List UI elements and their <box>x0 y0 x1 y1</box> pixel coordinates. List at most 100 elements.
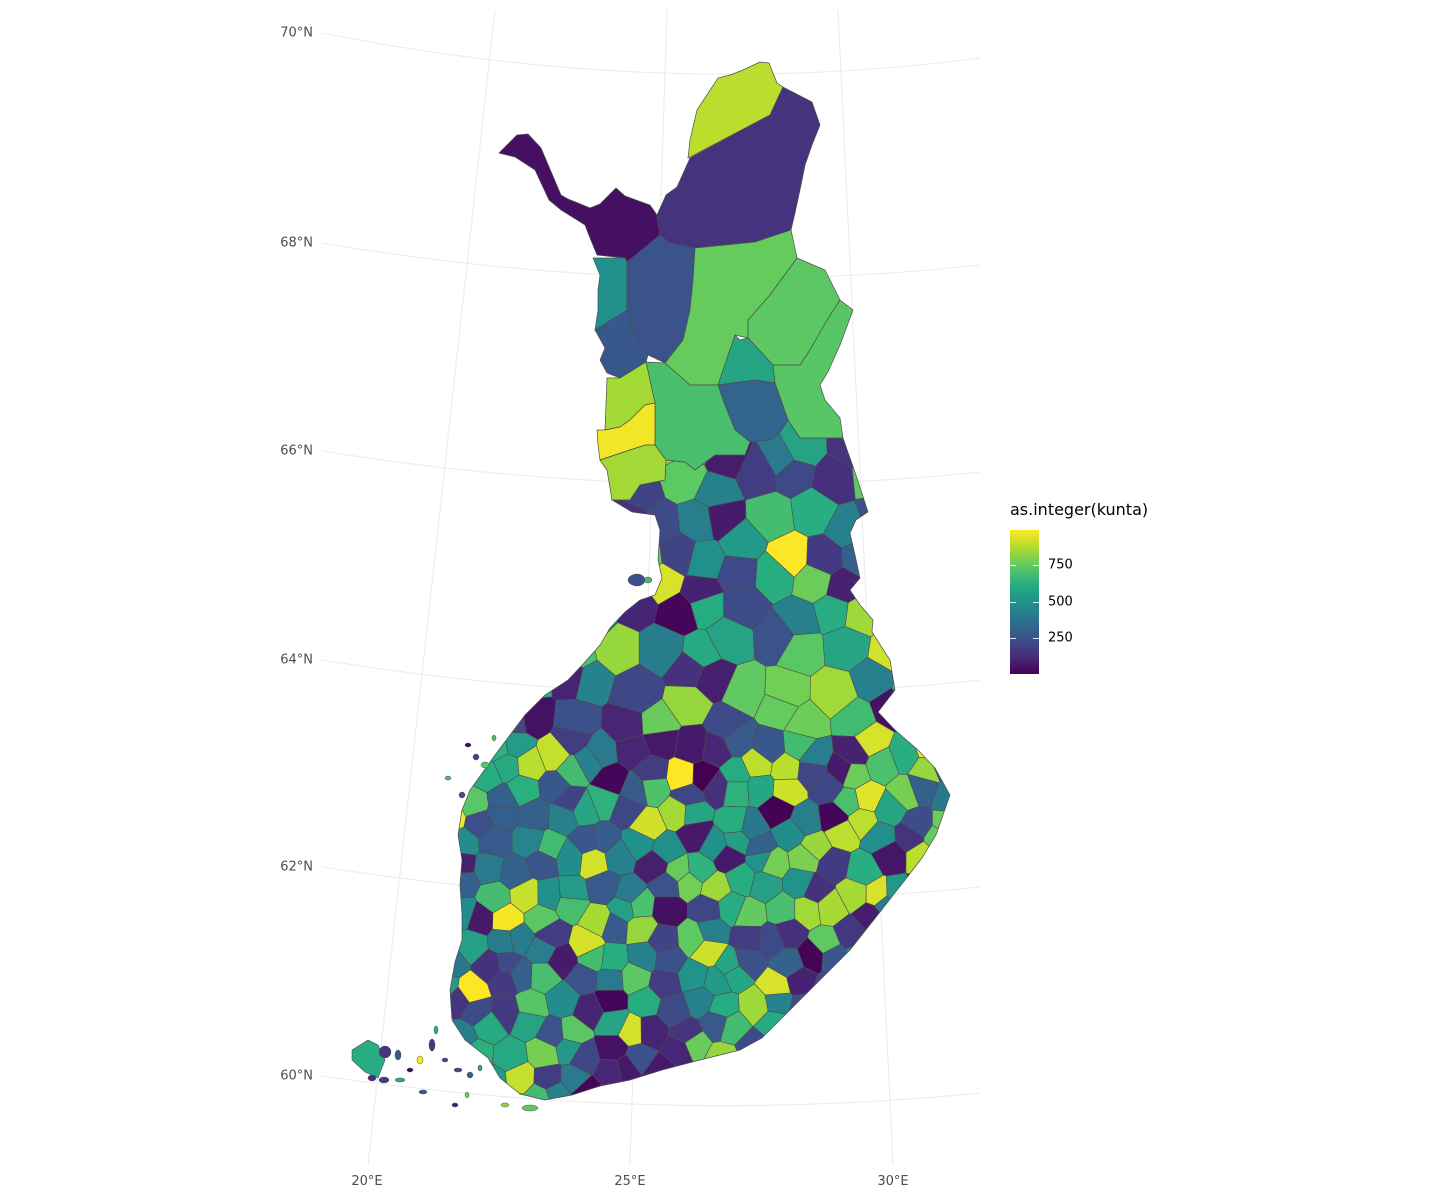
municipality-region <box>370 978 444 1024</box>
legend-tick-mark <box>1033 601 1039 603</box>
island-municipality <box>451 1102 459 1108</box>
municipality-region <box>450 851 477 875</box>
municipality-region <box>517 631 559 674</box>
island-municipality <box>394 1077 406 1083</box>
municipality-region <box>891 665 926 715</box>
legend-tick-label: 750 <box>1048 557 1073 573</box>
municipality-region <box>504 529 544 577</box>
municipality-region <box>823 985 858 1021</box>
municipality-region <box>450 689 457 742</box>
municipality-region <box>941 606 950 678</box>
legend-tick-mark <box>1010 601 1016 603</box>
municipality-region <box>703 1063 732 1084</box>
lat-label-64n: 64°N <box>280 652 313 668</box>
legend-tick-label: 250 <box>1048 630 1073 646</box>
municipality-region <box>931 548 950 615</box>
island-municipality <box>416 1055 424 1065</box>
municipality-region <box>844 943 880 974</box>
color-legend: as.integer(kunta) 250 500 750 <box>1010 500 1148 674</box>
municipality-region <box>450 753 475 787</box>
municipality-region <box>520 539 562 593</box>
municipality-aland-main <box>351 1039 386 1079</box>
southern-municipalities <box>364 420 950 1100</box>
municipality-region <box>456 1038 495 1068</box>
municipality-region <box>898 994 927 1017</box>
municipality-region <box>478 632 525 680</box>
municipality-region <box>944 905 950 989</box>
municipality-region <box>450 599 477 632</box>
municipality-region <box>886 872 911 912</box>
municipality-region <box>859 926 892 963</box>
municipality-region <box>779 1017 811 1052</box>
island-municipality <box>477 1064 483 1072</box>
municipality-region <box>454 567 494 613</box>
municipality-region <box>520 420 562 485</box>
municipality-region <box>518 484 561 540</box>
lat-label-62n: 62°N <box>280 859 313 875</box>
municipality-region <box>920 420 950 495</box>
municipality-region <box>470 523 511 578</box>
municipality-region <box>930 1086 950 1100</box>
municipality-region <box>450 549 459 626</box>
municipality-region <box>809 1010 842 1048</box>
municipality-region <box>369 934 442 979</box>
municipality-region <box>726 1079 764 1100</box>
graticule-line-70n <box>321 32 981 75</box>
island-municipality <box>480 761 490 769</box>
municipality-region <box>450 828 454 861</box>
legend-tick-label: 500 <box>1048 594 1073 610</box>
lon-label-30e: 30°E <box>877 1174 909 1189</box>
municipality-region <box>478 420 538 476</box>
municipality-region <box>489 571 531 617</box>
legend-tick-mark <box>1010 565 1016 567</box>
municipality-region <box>928 1038 950 1079</box>
island-municipality <box>472 753 480 761</box>
island-municipality <box>521 1104 539 1112</box>
municipality-region <box>831 1064 868 1100</box>
municipality-region <box>888 1060 921 1100</box>
municipality-region <box>616 535 663 580</box>
municipality-region <box>480 721 509 762</box>
municipality-region <box>726 1053 758 1088</box>
municipality-region <box>722 781 750 808</box>
municipality-region <box>898 558 938 595</box>
municipality-region <box>450 1008 455 1036</box>
municipality-region <box>939 843 950 910</box>
municipality-region <box>450 420 482 475</box>
municipality-region <box>761 1038 799 1073</box>
municipality-region <box>595 968 624 991</box>
island-municipality <box>406 1067 414 1073</box>
municipality-region <box>896 1031 939 1065</box>
municipality-region <box>863 967 892 1005</box>
municipality-region <box>364 824 443 896</box>
graticule-line-30e <box>837 9 894 1166</box>
municipality-region <box>914 527 950 567</box>
island-municipality <box>378 1045 392 1059</box>
lat-label-68n: 68°N <box>280 235 313 251</box>
municipality-region <box>450 453 469 493</box>
municipality-region <box>660 1076 692 1100</box>
municipality-region <box>550 565 601 605</box>
municipality-region <box>874 991 900 1022</box>
municipality-region <box>556 634 598 668</box>
municipality-region <box>450 918 455 948</box>
island-municipality <box>458 791 466 799</box>
municipality-region <box>450 629 486 666</box>
municipality-region <box>861 556 901 608</box>
municipality-region <box>368 468 446 553</box>
municipality-region <box>462 1087 497 1100</box>
municipality-region <box>582 524 621 577</box>
island-municipality <box>464 742 472 748</box>
municipality-region <box>838 1018 869 1048</box>
municipality-region <box>370 744 445 807</box>
municipality-region <box>784 1060 810 1095</box>
island-municipality <box>500 1102 510 1108</box>
island-municipality <box>441 1057 449 1063</box>
municipality-region <box>523 1083 570 1100</box>
municipality-region <box>828 1036 856 1069</box>
lat-label-66n: 66°N <box>280 443 313 459</box>
municipality-region <box>947 667 950 735</box>
municipality-region <box>808 1063 833 1094</box>
municipality-region <box>908 940 943 973</box>
municipality-region <box>716 555 758 592</box>
